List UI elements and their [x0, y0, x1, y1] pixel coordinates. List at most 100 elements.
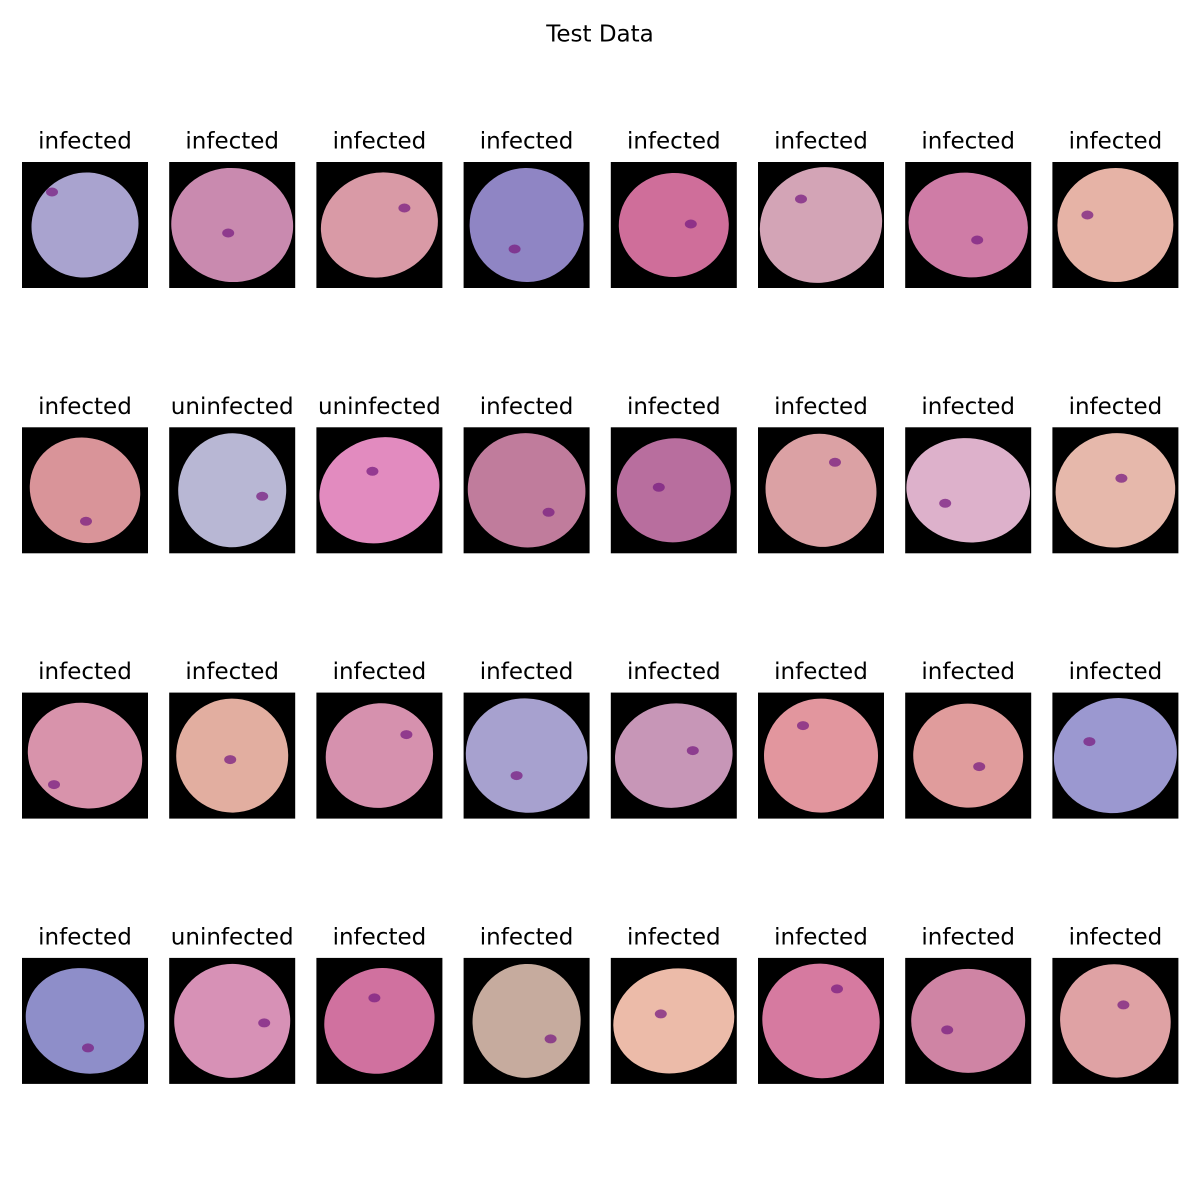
image-label: infected: [38, 659, 132, 685]
image-label: infected: [627, 129, 721, 155]
image-label: infected: [921, 924, 1015, 950]
image-label: infected: [1069, 924, 1163, 950]
cell-spot: [400, 730, 413, 740]
image-cell: infected: [463, 394, 590, 554]
image-cell: infected: [905, 924, 1032, 1084]
image-label: infected: [480, 129, 574, 155]
cell-blob: [178, 433, 287, 548]
image-label: infected: [627, 394, 721, 420]
image-cell: infected: [610, 129, 737, 288]
image-label: infected: [333, 924, 427, 950]
image-cell: uninfected: [169, 394, 296, 554]
cell-blob: [618, 172, 729, 278]
cell-blob: [25, 968, 145, 1074]
image-label: infected: [627, 659, 721, 685]
cell-spot: [398, 203, 411, 213]
cell-spot: [222, 228, 235, 238]
image-label: infected: [480, 659, 574, 685]
cell-spot: [829, 457, 841, 467]
cell-spot: [654, 1009, 667, 1019]
cell-spot: [1115, 473, 1128, 483]
cell-spot: [510, 771, 523, 781]
image-label: infected: [185, 659, 279, 685]
cell-spot: [224, 755, 237, 765]
cell-spot: [1081, 210, 1094, 220]
image-label: infected: [774, 394, 868, 420]
image-label: infected: [774, 659, 868, 685]
cell-blob: [174, 963, 291, 1078]
image-cell: infected: [1052, 394, 1179, 554]
cell-spot: [686, 746, 699, 756]
cell-blob: [762, 963, 880, 1079]
image-cell: infected: [316, 659, 443, 819]
cell-blob: [913, 703, 1024, 808]
cell-blob: [31, 172, 139, 278]
cell-blob: [319, 437, 440, 544]
image-label: uninfected: [318, 394, 441, 420]
cell-spot: [1083, 737, 1096, 747]
image-label: infected: [921, 659, 1015, 685]
cell-blob: [613, 968, 735, 1074]
figure-title: Test Data: [545, 22, 654, 48]
image-cell: infected: [22, 659, 148, 819]
image-cell: infected: [758, 659, 884, 819]
cell-spot: [797, 721, 809, 731]
image-cell: infected: [905, 394, 1032, 554]
image-cell: infected: [758, 129, 884, 288]
cell-spot: [831, 984, 843, 994]
cell-blob: [906, 438, 1031, 543]
image-cell: infected: [22, 394, 148, 554]
image-label: infected: [1069, 129, 1163, 155]
image-label: infected: [333, 659, 427, 685]
cell-spot: [1117, 1000, 1130, 1010]
cell-blob: [764, 698, 878, 813]
image-label: infected: [480, 924, 574, 950]
cell-spot: [973, 762, 986, 772]
image-label: infected: [921, 394, 1015, 420]
image-cell: infected: [905, 129, 1032, 288]
image-label: infected: [185, 129, 279, 155]
image-cell: infected: [316, 924, 443, 1084]
cell-blob: [320, 172, 438, 278]
image-cell: infected: [169, 659, 296, 819]
cell-blob: [325, 703, 434, 808]
cell-spot: [508, 244, 521, 254]
image-cell: infected: [905, 659, 1032, 819]
image-cell: infected: [463, 659, 590, 819]
image-cell: infected: [758, 924, 884, 1084]
image-cell: infected: [463, 924, 590, 1084]
image-label: infected: [1069, 394, 1163, 420]
cell-spot: [256, 491, 269, 501]
cell-spot: [941, 1025, 954, 1035]
cell-blob: [911, 968, 1026, 1073]
cell-blob: [1060, 964, 1171, 1078]
cell-blob: [324, 967, 435, 1074]
cell-spot: [46, 187, 58, 197]
cell-spot: [48, 780, 60, 790]
image-cell: infected: [1052, 924, 1179, 1084]
cell-blob: [614, 703, 733, 808]
cell-blob: [171, 167, 294, 283]
cell-blob: [759, 167, 883, 283]
cell-spot: [939, 498, 952, 508]
image-cell: infected: [22, 924, 148, 1084]
image-label: uninfected: [171, 394, 294, 420]
cell-blob: [1055, 433, 1176, 548]
cell-spot: [258, 1018, 271, 1028]
image-label: infected: [921, 129, 1015, 155]
cell-blob: [1057, 167, 1174, 283]
cell-spot: [366, 466, 379, 476]
image-cell: infected: [1052, 129, 1179, 288]
cell-spot: [795, 194, 807, 204]
cell-spot: [684, 219, 697, 229]
image-label: infected: [480, 394, 574, 420]
image-cell: uninfected: [169, 924, 296, 1084]
image-cell: infected: [610, 394, 737, 554]
cell-blob: [472, 963, 581, 1078]
image-cell: infected: [463, 129, 590, 288]
cell-blob: [465, 698, 588, 813]
image-cell: infected: [610, 924, 737, 1084]
image-label: infected: [627, 924, 721, 950]
image-label: infected: [38, 394, 132, 420]
